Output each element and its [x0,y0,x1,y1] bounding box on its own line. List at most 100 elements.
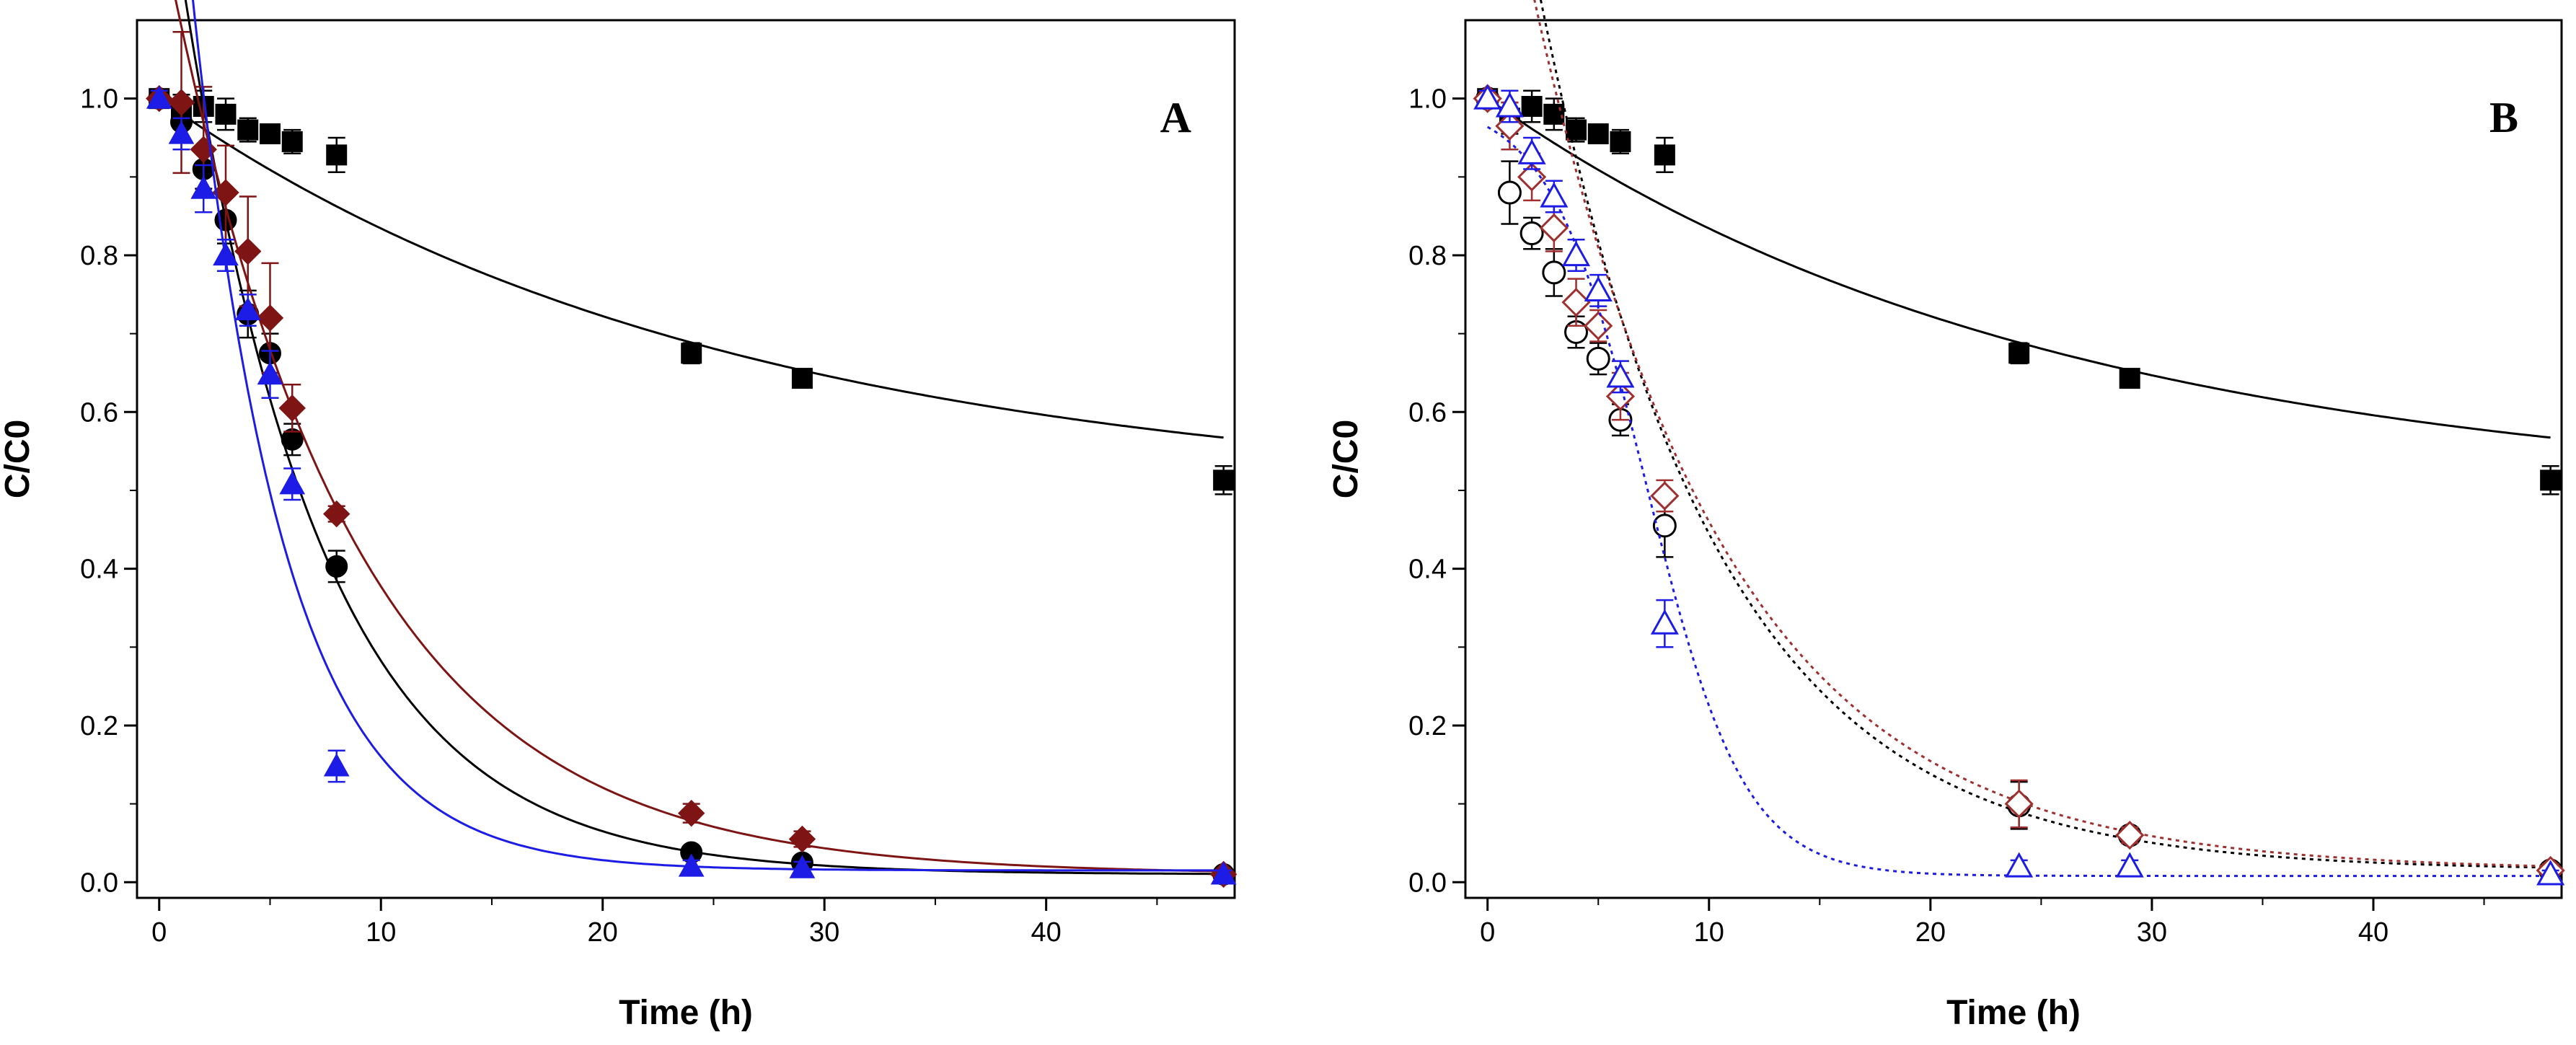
data-point [1606,362,1635,388]
y-tick-label: 0.6 [1408,397,1447,428]
data-point [788,825,816,853]
data-point [2008,343,2030,364]
data-point [325,555,348,578]
data-point [1517,162,1547,192]
data-point [1650,481,1680,511]
plot-frame [136,19,1236,899]
data-point [1654,144,1675,166]
data-point [1497,180,1522,205]
fit-curve [192,0,1224,872]
data-point [1542,260,1566,285]
data-point [1210,861,1237,885]
data-point [279,471,306,495]
data-point [2540,469,2562,491]
y-tick-label: 0.0 [80,868,118,898]
y-tick-label: 0.2 [1408,711,1447,741]
fit-curve [175,0,1224,873]
y-tick-label: 0.8 [1408,241,1447,271]
data-point [2005,852,2034,878]
x-tick-label: 10 [366,917,396,948]
series-blue-open-triangle [1473,84,2565,886]
y-tick-label: 0.4 [1408,555,1447,585]
y-tick-label: 0.0 [1408,868,1447,898]
x-tick-label: 30 [809,917,839,948]
x-tick-label: 0 [1480,917,1495,948]
data-point [1561,240,1591,267]
data-point [1610,131,1631,152]
data-point [1473,84,1502,110]
data-point [1543,103,1565,125]
series-black-square [149,88,1235,495]
series-dark-red-open-diamond [1473,0,2565,886]
data-point [1650,609,1679,635]
data-point [234,297,261,321]
data-point [213,242,239,266]
x-axis-title: Time (h) [619,994,753,1032]
x-tick-label: 20 [1915,917,1946,948]
y-axis-title: C/C0 [0,420,37,498]
x-tick-label: 0 [151,917,167,948]
data-point [678,853,705,877]
fit-curve [158,97,1224,439]
data-point [2115,820,2145,850]
fit-curve [1533,0,2551,868]
data-point [1517,138,1546,164]
data-point [2119,368,2140,389]
data-point [1213,469,1235,491]
data-point [278,394,306,422]
data-point [1652,513,1677,538]
y-tick-label: 0.2 [80,711,118,741]
data-point [323,500,350,528]
data-point [1540,182,1569,208]
data-point [256,304,284,332]
data-point [215,103,237,125]
series-black-open-circle [1476,0,2563,883]
data-point [146,85,172,109]
series-blue-triangle [146,0,1237,885]
data-point [2115,852,2144,878]
data-point [1566,119,1587,141]
data-point [2004,789,2034,819]
y-tick-label: 0.4 [80,555,118,585]
data-point [323,753,350,777]
data-point [2536,860,2565,886]
panel-label: A [1160,94,1191,141]
data-point [1586,346,1610,371]
data-point [234,237,262,265]
data-point [677,799,705,827]
data-point [190,175,217,199]
y-tick-label: 0.8 [80,241,118,271]
data-point [257,361,283,385]
x-tick-label: 10 [1694,917,1724,948]
plot-frame [1464,19,2563,899]
data-point [212,179,239,206]
data-point [237,119,259,141]
data-point [326,144,348,166]
fit-curve [1486,125,2551,878]
fit-curve [1486,97,2551,439]
x-tick-label: 30 [2137,917,2167,948]
data-point [1584,275,1613,301]
series-black-square [1477,88,2562,495]
data-point [1561,288,1591,317]
data-point [259,123,281,145]
data-point [681,343,702,364]
data-point [1521,96,1543,118]
panel-a: 0 10 20 30 40 0.0 0.2 0.4 0.6 0.8 1.0 Time (h) C/C0 A [0,0,1238,1032]
fit-curve [184,0,1224,876]
series-black-circle [148,0,1235,886]
y-axis-title: C/C0 [1327,420,1365,498]
data-point [1584,311,1613,340]
fit-curve [1539,0,2551,869]
x-tick-label: 20 [588,917,618,948]
y-tick-label: 1.0 [1408,84,1447,115]
y-tick-label: 0.6 [80,397,118,428]
data-point [1539,213,1569,243]
data-point [167,89,195,116]
x-tick-label: 40 [1031,917,1062,948]
data-point [281,131,303,152]
y-tick-label: 1.0 [80,84,118,115]
series-dark-red-diamond [146,0,1238,889]
data-point [1495,92,1524,118]
